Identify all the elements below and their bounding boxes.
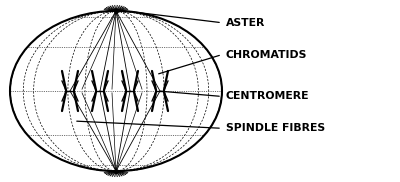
Ellipse shape bbox=[10, 11, 222, 171]
Text: ASTER: ASTER bbox=[226, 18, 265, 28]
Text: CHROMATIDS: CHROMATIDS bbox=[226, 50, 307, 60]
Text: SPINDLE FIBRES: SPINDLE FIBRES bbox=[226, 123, 325, 133]
Text: CENTROMERE: CENTROMERE bbox=[226, 92, 310, 101]
